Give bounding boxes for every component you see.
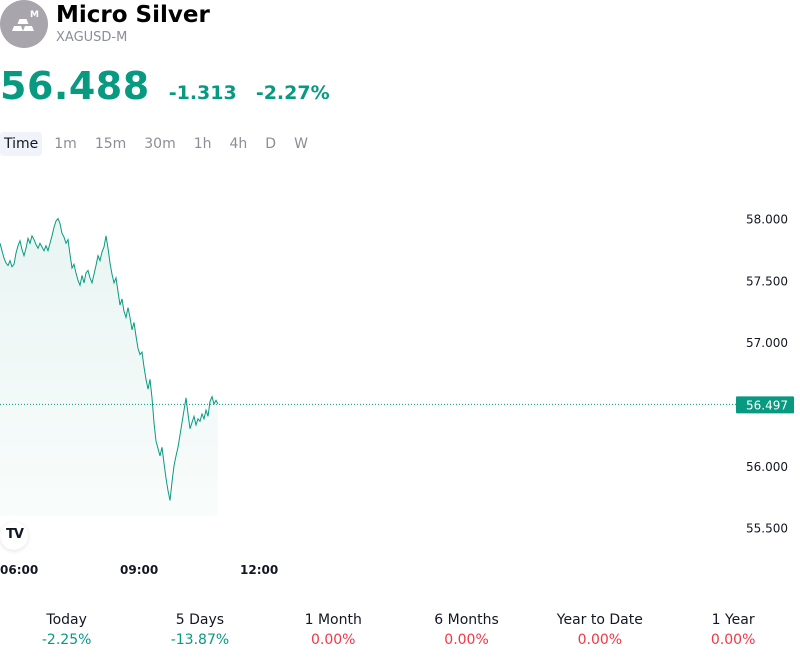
y-tick-label: 55.500 <box>746 522 788 536</box>
price-line <box>0 217 219 501</box>
perf-label: 6 Months <box>434 612 499 628</box>
last-price-label: 56.497 <box>746 398 788 412</box>
perf-item-6-months[interactable]: 6 Months 0.00% <box>400 610 533 654</box>
y-tick-label: 57.000 <box>746 336 788 350</box>
perf-item-1-month[interactable]: 1 Month 0.00% <box>267 610 400 654</box>
symbol-ticker: XAGUSD-M <box>56 30 128 45</box>
price-chart[interactable]: 56.497 58.000 57.500 57.000 56.000 55.500 06:0… <box>0 170 800 590</box>
logo-badge: M <box>30 10 39 20</box>
tab-30m[interactable]: 30m <box>144 136 176 152</box>
performance-bar: Today -2.25% 5 Days -13.87% 1 Month 0.00% 6 Mo… <box>0 610 800 654</box>
tab-1m[interactable]: 1m <box>54 136 77 152</box>
y-tick-label: 56.000 <box>746 460 788 474</box>
silver-bars-icon: M <box>0 0 48 48</box>
x-tick-label: 06:00 <box>0 563 38 577</box>
perf-value: -2.25% <box>41 632 92 648</box>
symbol-name: Micro Silver <box>56 2 210 28</box>
perf-value: 0.00% <box>710 632 756 648</box>
tab-time[interactable]: Time <box>0 132 43 156</box>
perf-item-today[interactable]: Today -2.25% <box>0 610 133 654</box>
last-price-label-bg <box>736 396 794 414</box>
perf-item-1-year[interactable]: 1 Year 0.00% <box>666 610 799 654</box>
price-area <box>0 218 218 516</box>
perf-label: 5 Days <box>175 612 225 628</box>
tab-w[interactable]: W <box>294 136 308 152</box>
perf-value: 0.00% <box>311 632 356 648</box>
y-tick-label: 57.500 <box>746 274 788 288</box>
perf-item-year-to-date[interactable]: Year to Date 0.00% <box>533 610 666 654</box>
quote-row: 56.488 -1.313 -2.27% <box>0 64 330 110</box>
tradingview-logo[interactable]: TV <box>0 522 28 550</box>
perf-label: Year to Date <box>556 612 643 628</box>
perf-label: 1 Year <box>711 612 755 628</box>
perf-value: 0.00% <box>444 632 489 648</box>
price-chart-svg[interactable]: 56.497 58.000 57.500 57.000 56.000 55.500 06:0… <box>0 170 800 590</box>
perf-value: 0.00% <box>577 632 623 648</box>
timeframe-tabs: Time 1m 15m 30m 1h 4h D W <box>0 132 314 156</box>
last-price: 56.488 <box>0 64 150 108</box>
perf-value: -13.87% <box>170 632 230 648</box>
symbol-header: M Micro Silver XAGUSD-M <box>0 0 400 50</box>
y-tick-label: 58.000 <box>746 213 788 227</box>
perf-label: 1 Month <box>304 612 362 628</box>
tab-4h[interactable]: 4h <box>229 136 248 152</box>
perf-item-5-days[interactable]: 5 Days -13.87% <box>133 610 266 654</box>
tab-d[interactable]: D <box>265 136 277 152</box>
tab-1h[interactable]: 1h <box>193 136 212 152</box>
price-change: -1.313 <box>168 82 237 104</box>
tab-15m[interactable]: 15m <box>94 136 127 152</box>
perf-label: Today <box>46 612 87 628</box>
x-tick-label: 09:00 <box>120 563 158 577</box>
x-tick-label: 12:00 <box>240 563 278 577</box>
price-change-percent: -2.27% <box>255 82 330 104</box>
